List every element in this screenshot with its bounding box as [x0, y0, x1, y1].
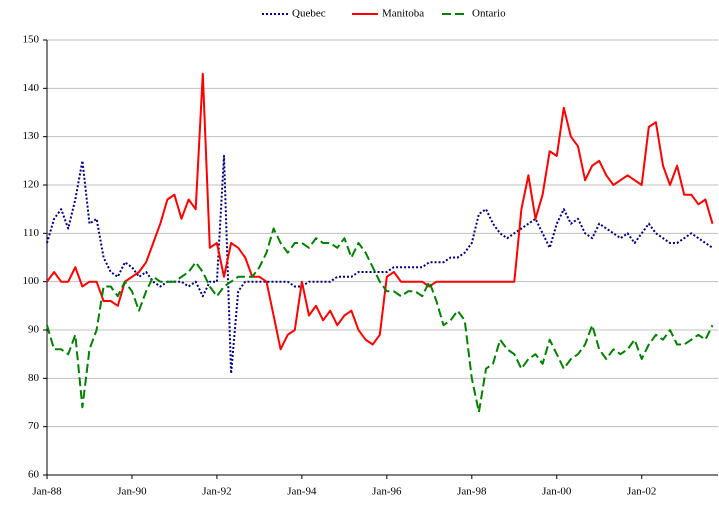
series-line: [46, 227, 714, 414]
x-tick-label: Jan-96: [372, 486, 402, 498]
y-tick-label: 110: [23, 227, 40, 239]
y-tick-label: 90: [28, 324, 40, 336]
x-tick-label: Jan-02: [627, 486, 656, 498]
y-tick-label: 80: [28, 372, 40, 384]
y-tick-label: 130: [23, 130, 40, 142]
x-tick-label: Jan-98: [457, 486, 487, 498]
y-tick-label: 120: [23, 179, 40, 191]
y-tick-label: 140: [23, 82, 40, 94]
y-tick-label: 70: [28, 420, 40, 432]
x-tick-label: Jan-88: [32, 486, 62, 498]
series-line: [46, 72, 714, 351]
x-tick-label: Jan-94: [287, 486, 317, 498]
series-line: [46, 155, 714, 375]
y-tick-label: 100: [23, 275, 40, 287]
legend-label: Manitoba: [382, 8, 424, 20]
x-tick-label: Jan-00: [542, 486, 572, 498]
legend-label: Quebec: [292, 8, 326, 20]
y-tick-label: 60: [28, 469, 40, 481]
y-tick-label: 150: [23, 34, 40, 46]
x-tick-label: Jan-90: [117, 486, 147, 498]
x-tick-label: Jan-92: [202, 486, 231, 498]
legend-label: Ontario: [472, 8, 506, 20]
